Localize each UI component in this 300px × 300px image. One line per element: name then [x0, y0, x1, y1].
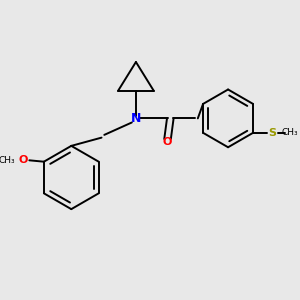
- Text: N: N: [131, 112, 141, 125]
- Text: CH₃: CH₃: [0, 156, 15, 165]
- Text: S: S: [268, 128, 276, 138]
- Text: CH₃: CH₃: [282, 128, 298, 137]
- Text: O: O: [163, 137, 172, 147]
- Text: O: O: [19, 155, 28, 165]
